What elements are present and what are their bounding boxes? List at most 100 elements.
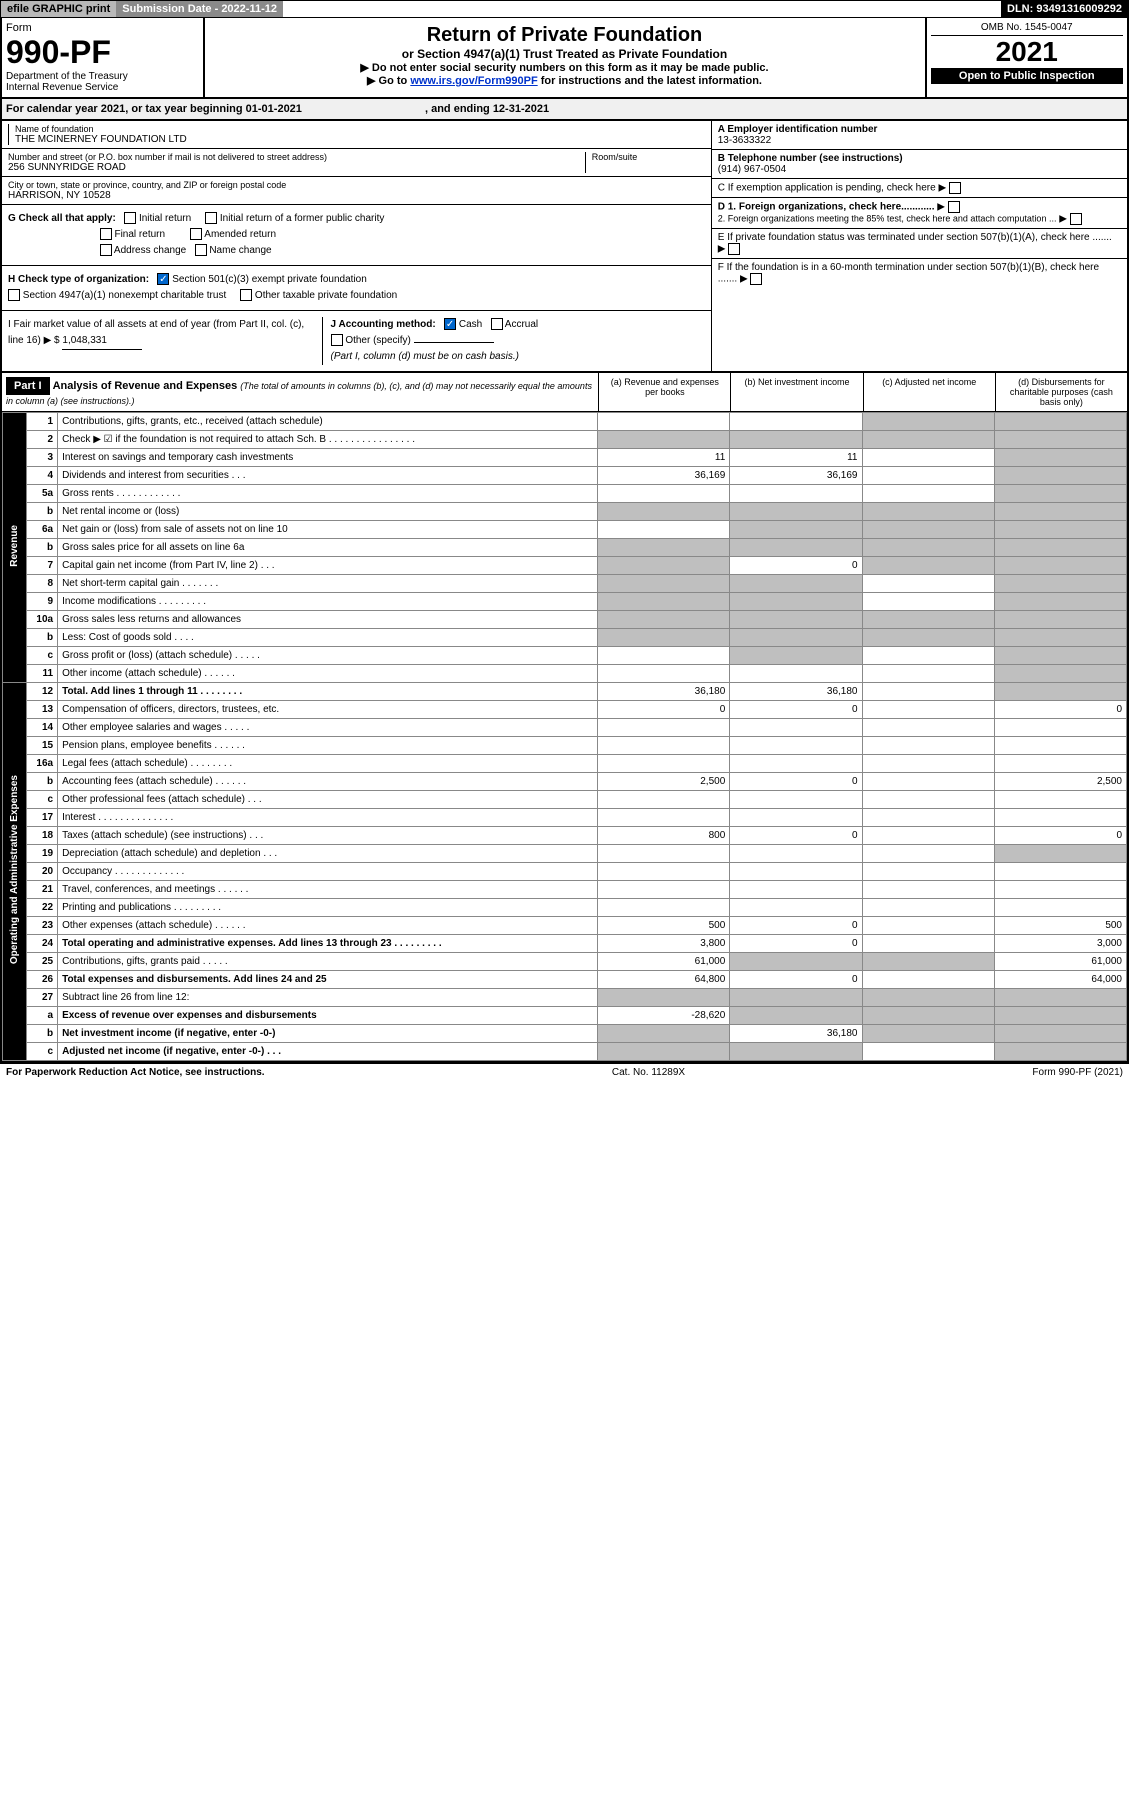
cell-b [730, 863, 862, 881]
j-other: Other (specify) [345, 335, 411, 346]
cell-d: 64,000 [994, 971, 1126, 989]
cell-b [730, 575, 862, 593]
cb-accrual[interactable] [491, 318, 503, 330]
cb-d1[interactable] [948, 201, 960, 213]
line-desc: Other income (attach schedule) . . . . .… [58, 665, 598, 683]
line-number: 18 [27, 827, 58, 845]
cb-501c3[interactable] [157, 273, 169, 285]
cb-cash[interactable] [444, 318, 456, 330]
cb-amended[interactable] [190, 228, 202, 240]
line-number: 11 [27, 665, 58, 683]
f-label: F If the foundation is in a 60-month ter… [718, 262, 1099, 285]
cell-c [862, 737, 994, 755]
city: HARRISON, NY 10528 [8, 190, 705, 201]
part1-block: Part I Analysis of Revenue and Expenses … [0, 373, 1129, 1063]
footer-left: For Paperwork Reduction Act Notice, see … [6, 1067, 265, 1078]
cell-c [862, 1025, 994, 1043]
cell-c [862, 809, 994, 827]
instr-1: ▶ Do not enter social security numbers o… [211, 61, 919, 74]
cell-d [994, 503, 1126, 521]
cb-final[interactable] [100, 228, 112, 240]
cell-a [598, 521, 730, 539]
side-expenses: Operating and Administrative Expenses [3, 683, 27, 1061]
efile-label[interactable]: efile GRAPHIC print [1, 1, 116, 17]
g-label: G Check all that apply: [8, 213, 116, 224]
cb-e[interactable] [728, 243, 740, 255]
cb-initial-former[interactable] [205, 212, 217, 224]
cb-other-method[interactable] [331, 334, 343, 346]
form-link[interactable]: www.irs.gov/Form990PF [410, 75, 537, 87]
cell-c [862, 503, 994, 521]
line-desc: Adjusted net income (if negative, enter … [58, 1043, 598, 1061]
cell-c [862, 755, 994, 773]
part1-label: Part I [6, 377, 50, 395]
cell-d [994, 575, 1126, 593]
line-desc: Gross sales price for all assets on line… [58, 539, 598, 557]
g-initial-former: Initial return of a former public charit… [220, 213, 385, 224]
cb-other-taxable[interactable] [240, 289, 252, 301]
cell-b: 0 [730, 827, 862, 845]
cell-b: 36,180 [730, 683, 862, 701]
cell-c [862, 827, 994, 845]
line-desc: Total. Add lines 1 through 11 . . . . . … [58, 683, 598, 701]
cb-4947[interactable] [8, 289, 20, 301]
cell-c [862, 1043, 994, 1061]
col-c-hdr: (c) Adjusted net income [863, 373, 995, 411]
ein: 13-3633322 [718, 135, 771, 146]
line-desc: Subtract line 26 from line 12: [58, 989, 598, 1007]
cell-c [862, 629, 994, 647]
cell-a [598, 539, 730, 557]
line-desc: Net gain or (loss) from sale of assets n… [58, 521, 598, 539]
cell-b [730, 1007, 862, 1025]
line-desc: Taxes (attach schedule) (see instruction… [58, 827, 598, 845]
cell-a [598, 881, 730, 899]
line-desc: Compensation of officers, directors, tru… [58, 701, 598, 719]
cell-b: 36,180 [730, 1025, 862, 1043]
cell-a: 36,169 [598, 467, 730, 485]
cell-b [730, 791, 862, 809]
cb-initial[interactable] [124, 212, 136, 224]
line-desc: Gross rents . . . . . . . . . . . . [58, 485, 598, 503]
cell-c [862, 791, 994, 809]
cell-a: 64,800 [598, 971, 730, 989]
line-number: 2 [27, 431, 58, 449]
foundation-name: THE MCINERNEY FOUNDATION LTD [15, 134, 705, 145]
line-desc: Less: Cost of goods sold . . . . [58, 629, 598, 647]
cb-c[interactable] [949, 182, 961, 194]
cb-address[interactable] [100, 244, 112, 256]
cell-d [994, 1025, 1126, 1043]
cell-d [994, 629, 1126, 647]
cb-name[interactable] [195, 244, 207, 256]
irs: Internal Revenue Service [6, 82, 199, 93]
line-desc: Check ▶ ☑ if the foundation is not requi… [58, 431, 598, 449]
line-desc: Other employee salaries and wages . . . … [58, 719, 598, 737]
side-revenue: Revenue [3, 413, 27, 683]
cell-b [730, 953, 862, 971]
cb-f[interactable] [750, 273, 762, 285]
cell-c [862, 413, 994, 431]
cell-d [994, 647, 1126, 665]
cell-b [730, 647, 862, 665]
cell-a: -28,620 [598, 1007, 730, 1025]
line-desc: Dividends and interest from securities .… [58, 467, 598, 485]
line-number: b [27, 773, 58, 791]
cell-d: 0 [994, 701, 1126, 719]
line-desc: Pension plans, employee benefits . . . .… [58, 737, 598, 755]
cell-d [994, 413, 1126, 431]
cb-d2[interactable] [1070, 213, 1082, 225]
cell-b: 0 [730, 917, 862, 935]
line-desc: Gross profit or (loss) (attach schedule)… [58, 647, 598, 665]
cell-a: 11 [598, 449, 730, 467]
tel: (914) 967-0504 [718, 164, 786, 175]
ein-label: A Employer identification number [718, 124, 878, 135]
h-501c3: Section 501(c)(3) exempt private foundat… [172, 274, 367, 285]
cell-b [730, 539, 862, 557]
line-desc: Net rental income or (loss) [58, 503, 598, 521]
cell-a: 500 [598, 917, 730, 935]
cell-d [994, 881, 1126, 899]
line-number: 16a [27, 755, 58, 773]
form-title: Return of Private Foundation [211, 24, 919, 47]
j-accrual: Accrual [505, 319, 538, 330]
cell-b: 36,169 [730, 467, 862, 485]
form-header: Form 990-PF Department of the Treasury I… [0, 18, 1129, 99]
